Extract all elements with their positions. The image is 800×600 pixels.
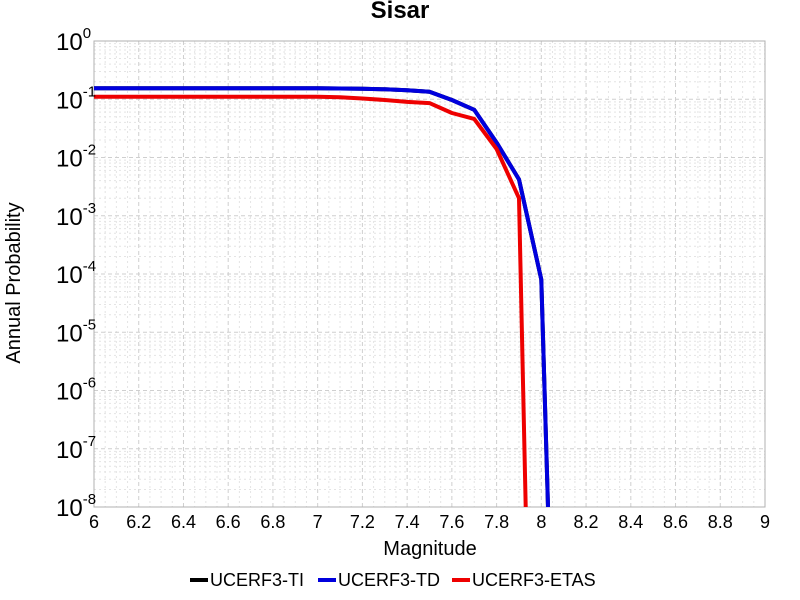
x-tick-label: 7.6 — [439, 512, 464, 532]
y-tick-label: 10-6 — [56, 375, 96, 406]
x-tick-label: 8.2 — [574, 512, 599, 532]
legend: UCERF3-TI UCERF3-TD UCERF3-ETAS — [190, 570, 596, 590]
y-tick-label: 10-3 — [56, 200, 96, 231]
x-tick-label: 7.8 — [484, 512, 509, 532]
x-tick-label: 8.8 — [708, 512, 733, 532]
y-tick-label: 10-5 — [56, 316, 96, 347]
legend-label: UCERF3-ETAS — [472, 570, 596, 590]
y-tick-label: 10-4 — [56, 258, 96, 289]
x-tick-label: 7.4 — [395, 512, 420, 532]
y-tick-label: 10-7 — [56, 433, 96, 464]
x-tick-label: 8.6 — [663, 512, 688, 532]
x-tick-label: 7.2 — [350, 512, 375, 532]
y-tick-labels: 100 10-1 10-2 10-3 10-4 10-5 10-6 10-7 10-8 — [56, 25, 96, 522]
series-line-ucerf3-etas — [94, 94, 528, 507]
x-tick-label: 6.6 — [216, 512, 241, 532]
y-tick-label: 10-1 — [56, 83, 96, 114]
x-tick-label: 7 — [313, 512, 323, 532]
y-axis-label: Annual Probability — [3, 202, 25, 363]
plot-frame — [93, 40, 766, 508]
x-tick-label: 8 — [536, 512, 546, 532]
series-line-ucerf3-td — [94, 86, 550, 507]
x-tick-label: 6.8 — [260, 512, 285, 532]
chart-title: Sisar — [371, 0, 430, 24]
legend-label: UCERF3-TD — [338, 570, 440, 590]
x-tick-label: 8.4 — [618, 512, 643, 532]
y-tick-label: 10-8 — [56, 491, 96, 522]
x-tick-labels: 6 6.2 6.4 6.6 6.8 7 7.2 7.4 7.6 7.8 8 8.2 8.4 8.6 8.8 9 — [89, 512, 770, 532]
x-tick-label: 6 — [89, 512, 99, 532]
y-tick-label: 10-2 — [56, 142, 96, 173]
grid-minor — [94, 41, 765, 507]
series-layer — [94, 86, 550, 507]
y-tick-label: 100 — [56, 25, 91, 56]
x-tick-label: 9 — [760, 512, 770, 532]
x-axis-label: Magnitude — [383, 538, 476, 560]
legend-label: UCERF3-TI — [210, 570, 304, 590]
x-tick-label: 6.4 — [171, 512, 196, 532]
x-tick-label: 6.2 — [126, 512, 151, 532]
